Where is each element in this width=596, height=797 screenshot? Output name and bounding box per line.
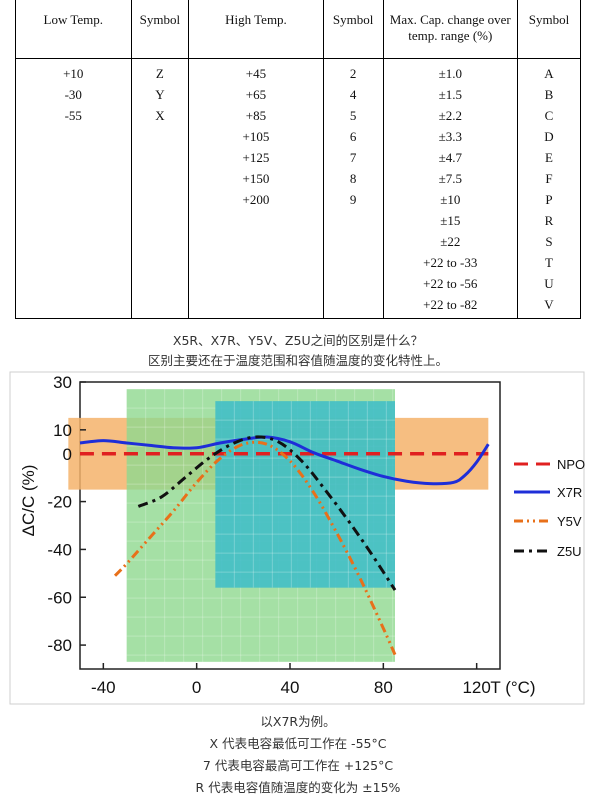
chart-container: -40 0 40 80 120 30 10 0 -20 -40 -60 -80 T (°C) ΔC/C (… — [0, 370, 596, 708]
table-cell: 9 — [349, 191, 357, 207]
header-symbol-high: Symbol — [322, 0, 384, 59]
col-high-temps: +45 +65 +85 +105 +125 +150 +200 — [188, 58, 324, 319]
table-header-row: Low Temp. Symbol High Temp. Symbol Max. … — [15, 0, 582, 59]
table-cell: 4 — [349, 86, 357, 102]
caption-line-1: X5R、X7R、Y5V、Z5U之间的区别是什么？ — [172, 333, 424, 348]
table-cell: +125 — [242, 149, 270, 165]
table-cell: +65 — [245, 86, 267, 102]
x-tick-label: 120 — [462, 678, 490, 697]
table-cell: +45 — [245, 65, 267, 81]
series-line-y5v — [113, 440, 397, 656]
note-line-4: R 代表电容值随温度的变化为 ±15% — [195, 780, 401, 795]
x-tick-label: 80 — [374, 678, 393, 697]
table-cell: T — [545, 254, 553, 270]
legend-label-y5v: Y5V — [557, 514, 582, 529]
legend-label-npo: NPO — [557, 457, 585, 472]
table-body-row: +10 -30 -55 Z Y X +45 +65 +85 +105 +125 … — [15, 58, 582, 319]
table-cell: X — [155, 107, 165, 123]
table-cell: S — [545, 233, 553, 249]
y-tick-label: -40 — [47, 540, 72, 559]
note-line-1: 以X7R为例。 — [260, 714, 336, 729]
table-cell: E — [545, 149, 553, 165]
col-cap-symbols: A B C D E F P R S T U V — [516, 58, 582, 319]
table-cell: +22 to -82 — [423, 296, 478, 312]
dielectric-code-table: Low Temp. Symbol High Temp. Symbol Max. … — [15, 0, 582, 319]
y-tick-label: -80 — [47, 636, 72, 655]
y-tick-label: -60 — [47, 588, 72, 607]
x-tick-label: -40 — [91, 678, 116, 697]
table-cell: F — [545, 170, 553, 186]
table-cell: R — [544, 212, 554, 228]
table-cell: +105 — [242, 128, 270, 144]
capacitance-temperature-chart: -40 0 40 80 120 30 10 0 -20 -40 -60 -80 T (°C) ΔC/C (… — [9, 371, 585, 705]
table-cell: U — [544, 275, 554, 291]
x-tick-label: 40 — [281, 678, 300, 697]
spec-table-container: Low Temp. Symbol High Temp. Symbol Max. … — [15, 0, 582, 323]
note-line-2: X 代表电容最低可工作在 -55°C — [209, 736, 387, 751]
legend-label-z5u: Z5U — [557, 544, 582, 559]
header-low-temp: Low Temp. — [15, 0, 132, 59]
col-high-symbols: 2 4 5 6 7 8 9 — [322, 58, 384, 319]
header-symbol-low: Symbol — [130, 0, 190, 59]
header-high-temp: High Temp. — [188, 0, 324, 59]
table-cell: +22 to -33 — [423, 254, 478, 270]
col-low-temps: +10 -30 -55 — [15, 58, 132, 319]
table-cell: Y — [155, 86, 165, 102]
table-cell: A — [544, 65, 554, 81]
header-symbol-cap: Symbol — [516, 0, 582, 59]
y-tick-label: 10 — [53, 421, 72, 440]
col-cap-changes: ±1.0 ±1.5 ±2.2 ±3.3 ±4.7 ±7.5 ±10 ±15 ±2… — [382, 58, 518, 319]
y-tick-label: 30 — [53, 373, 72, 392]
table-cell: +10 — [63, 65, 84, 81]
band-y5v-range — [215, 401, 395, 588]
table-cell: B — [544, 86, 554, 102]
table-cell: ±3.3 — [438, 128, 462, 144]
table-cell: ±22 — [440, 233, 461, 249]
table-cell: 8 — [349, 170, 357, 186]
table-cell: ±15 — [440, 212, 461, 228]
table-cell: ±1.0 — [438, 65, 462, 81]
series-line-z5u — [137, 435, 397, 591]
table-cell: +22 to -56 — [423, 275, 478, 291]
table-cell: ±1.5 — [438, 86, 462, 102]
x-tick-label: 0 — [192, 678, 201, 697]
x-axis-label: T (°C) — [490, 678, 535, 697]
table-cell: ±4.7 — [438, 149, 462, 165]
series-line-x7r — [79, 435, 490, 486]
table-cell: P — [545, 191, 553, 207]
y-tick-label: -20 — [47, 493, 72, 512]
table-cell: C — [544, 107, 554, 123]
table-cell: -55 — [64, 107, 82, 123]
table-cell: +85 — [245, 107, 267, 123]
table-cell: ±10 — [440, 191, 461, 207]
note-line-3: 7 代表电容最高可工作在 +125°C — [202, 758, 394, 773]
caption-line-2: 区别主要还在于温度范围和容值随温度的变化特性上。 — [147, 353, 448, 368]
y-tick-label: 0 — [63, 445, 72, 464]
table-cell: -30 — [64, 86, 82, 102]
table-cell: 5 — [349, 107, 357, 123]
table-cell: D — [544, 128, 554, 144]
table-cell: +150 — [242, 170, 270, 186]
y-axis-label: ΔC/C (%) — [19, 465, 38, 537]
table-cell: +200 — [242, 191, 270, 207]
header-cap-change: Max. Cap. change over temp. range (%) — [382, 0, 518, 59]
legend-label-x7r: X7R — [557, 485, 582, 500]
table-cell: Z — [155, 65, 164, 81]
col-low-symbols: Z Y X — [130, 58, 190, 319]
table-cell: 7 — [349, 149, 357, 165]
table-cell: 6 — [349, 128, 357, 144]
table-cell: ±2.2 — [438, 107, 462, 123]
table-cell: 2 — [349, 65, 357, 81]
table-cell: ±7.5 — [438, 170, 462, 186]
table-cell: V — [544, 296, 554, 312]
